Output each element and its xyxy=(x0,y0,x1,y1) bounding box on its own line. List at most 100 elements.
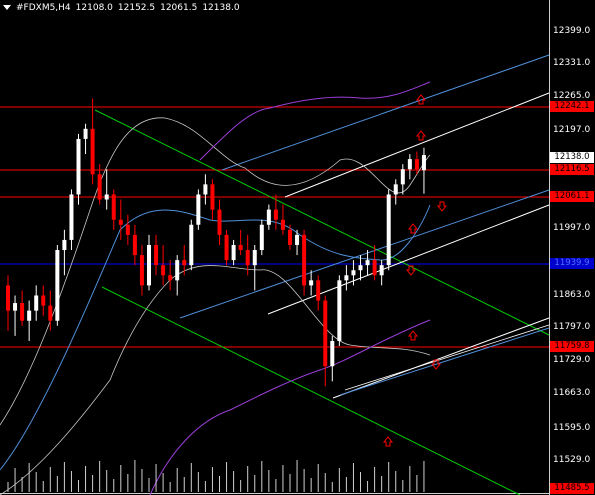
green-channel-lower xyxy=(101,286,521,495)
level-tag[interactable]: 12116.5 xyxy=(550,164,594,175)
down-arrow-icon[interactable] xyxy=(430,359,442,370)
up-arrow-icon[interactable] xyxy=(415,94,427,105)
bull-candle[interactable] xyxy=(393,184,398,195)
bull-candle[interactable] xyxy=(83,128,88,139)
bear-candle[interactable] xyxy=(6,285,10,311)
bear-candle[interactable] xyxy=(372,260,377,276)
bear-candle[interactable] xyxy=(217,209,222,235)
price-tick: 11595.0 xyxy=(553,423,591,433)
white-channels[interactable] xyxy=(267,92,550,399)
bull-candle[interactable] xyxy=(337,280,342,341)
bear-candle[interactable] xyxy=(168,275,173,281)
price-axis[interactable]: 12399.0 12331.0 12265.0 12197.0 11997.0 … xyxy=(549,0,595,495)
bull-candle[interactable] xyxy=(259,224,264,251)
bear-candle[interactable] xyxy=(414,159,419,170)
bull-candle[interactable] xyxy=(379,265,384,276)
bull-candle[interactable] xyxy=(252,250,257,266)
bull-candle[interactable] xyxy=(351,270,356,276)
price-tick: 12399.0 xyxy=(553,26,591,36)
bull-candle[interactable] xyxy=(421,155,426,171)
pivot-level-tag[interactable]: 11939.9 xyxy=(550,258,594,269)
bear-candle[interactable] xyxy=(90,128,95,175)
chart-header: #FDXM5,H4 12108.0 12152.5 12061.5 12138.0 xyxy=(3,3,245,13)
price-tick: 11997.0 xyxy=(553,223,591,233)
down-arrow-icon[interactable] xyxy=(436,201,448,212)
bear-candle[interactable] xyxy=(323,300,328,367)
bull-candle[interactable] xyxy=(407,159,412,170)
bear-candle[interactable] xyxy=(97,174,102,200)
bull-candle[interactable] xyxy=(62,239,67,251)
bull-candle[interactable] xyxy=(330,340,335,367)
bear-candle[interactable] xyxy=(125,224,130,235)
volume-bars xyxy=(7,460,425,492)
green-channel-upper xyxy=(94,109,550,336)
level-tag[interactable]: 12061.1 xyxy=(550,191,594,202)
bear-candle[interactable] xyxy=(280,219,285,230)
signal-arrows[interactable] xyxy=(382,94,448,447)
level-tag[interactable]: 12242.1 xyxy=(550,101,594,112)
candlesticks[interactable] xyxy=(6,98,426,387)
bear-candle[interactable] xyxy=(111,194,116,220)
blue-channel-low xyxy=(339,327,550,396)
bear-candle[interactable] xyxy=(224,234,229,261)
bear-candle[interactable] xyxy=(238,244,243,251)
bull-candle[interactable] xyxy=(358,265,363,271)
bear-candle[interactable] xyxy=(41,295,46,306)
price-tick: 11797.0 xyxy=(553,322,591,332)
bull-candle[interactable] xyxy=(55,250,60,321)
bull-candle[interactable] xyxy=(104,194,109,200)
price-tick: 11729.0 xyxy=(553,355,591,365)
bull-candle[interactable] xyxy=(189,224,194,266)
bull-candle[interactable] xyxy=(266,209,271,225)
green-channel[interactable] xyxy=(94,109,550,495)
bear-candle[interactable] xyxy=(182,260,187,266)
bear-candle[interactable] xyxy=(273,209,278,220)
up-arrow-icon[interactable] xyxy=(415,130,427,141)
chevron-down-icon[interactable] xyxy=(3,5,11,10)
bear-candle[interactable] xyxy=(161,265,166,276)
blue-channels[interactable] xyxy=(179,54,550,396)
bear-candle[interactable] xyxy=(48,305,53,321)
bull-candle[interactable] xyxy=(400,169,405,185)
bull-candle[interactable] xyxy=(13,303,18,311)
price-tick: 12197.0 xyxy=(553,125,591,135)
envelope-upper xyxy=(199,81,431,161)
bear-candle[interactable] xyxy=(288,229,292,245)
bear-candle[interactable] xyxy=(118,219,123,225)
down-arrow-icon[interactable] xyxy=(405,265,417,276)
bear-candle[interactable] xyxy=(210,184,215,210)
bull-candle[interactable] xyxy=(34,295,39,311)
level-tag[interactable]: 11485.5 xyxy=(550,483,594,494)
bear-candle[interactable] xyxy=(302,234,307,286)
bull-candle[interactable] xyxy=(295,234,300,245)
price-tick: 11529.0 xyxy=(553,455,591,465)
bear-candle[interactable] xyxy=(20,303,25,321)
bull-candle[interactable] xyxy=(365,260,370,266)
bear-candle[interactable] xyxy=(132,234,137,256)
bull-candle[interactable] xyxy=(147,244,151,286)
white-channel-a-lower xyxy=(267,204,550,315)
bull-candle[interactable] xyxy=(231,244,236,261)
envelope-lower xyxy=(149,319,431,495)
bear-candle[interactable] xyxy=(316,280,321,301)
bull-candle[interactable] xyxy=(386,194,391,266)
up-arrow-icon[interactable] xyxy=(382,436,394,447)
up-arrow-icon[interactable] xyxy=(407,330,419,341)
bull-candle[interactable] xyxy=(27,310,32,321)
moving-average xyxy=(0,204,431,471)
bear-candle[interactable] xyxy=(139,255,144,286)
bear-candle[interactable] xyxy=(245,250,250,266)
bull-candle[interactable] xyxy=(344,275,349,281)
bull-candle[interactable] xyxy=(69,194,74,240)
bull-candle[interactable] xyxy=(203,184,208,195)
bear-candle[interactable] xyxy=(154,244,159,266)
level-tag[interactable]: 11759.8 xyxy=(550,341,594,352)
bull-candle[interactable] xyxy=(76,138,81,195)
up-arrow-icon[interactable] xyxy=(407,223,419,234)
bull-candle[interactable] xyxy=(309,280,314,286)
bull-candle[interactable] xyxy=(196,194,201,225)
high-value: 12152.5 xyxy=(117,3,156,13)
bull-candle[interactable] xyxy=(175,260,180,281)
